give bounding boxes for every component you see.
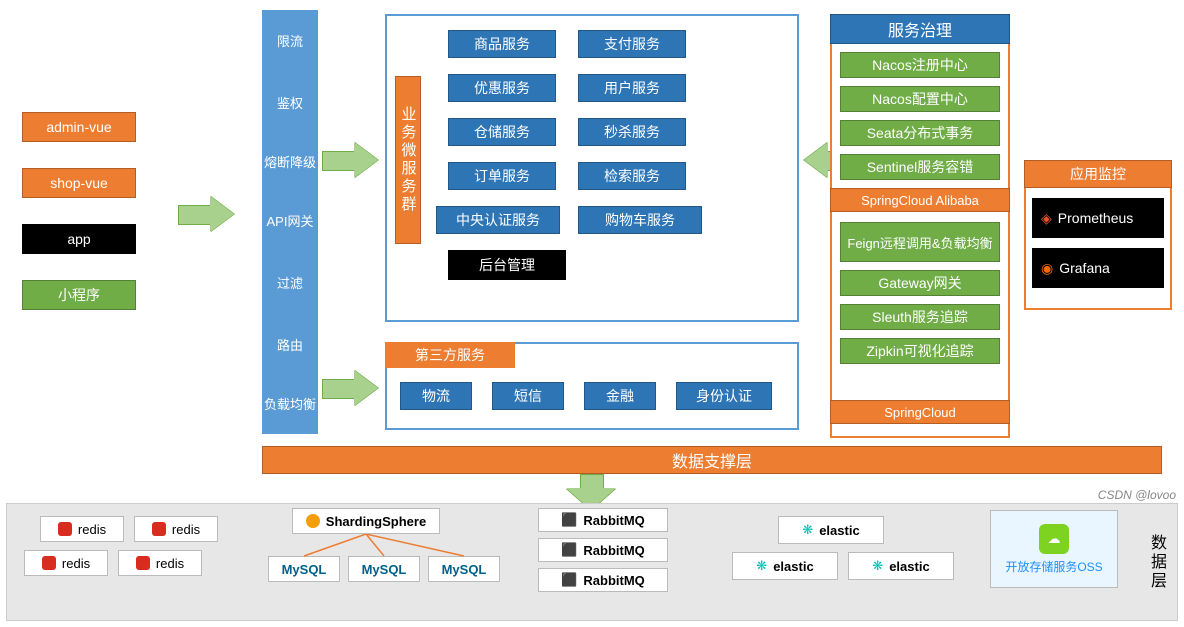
gov-item: Sentinel服务容错 <box>840 154 1000 180</box>
redis-chip: redis <box>40 516 124 542</box>
gov-item: Seata分布式事务 <box>840 120 1000 146</box>
elastic-label: elastic <box>773 559 813 574</box>
redis-chip: redis <box>134 516 218 542</box>
redis-icon <box>42 556 56 570</box>
arrow-gateway-to-biz <box>322 142 382 178</box>
grafana-chip: ◉ Grafana <box>1032 248 1164 288</box>
gw-item: 鉴权 <box>277 93 303 112</box>
elastic-chip: ❋ elastic <box>732 552 838 580</box>
sharding-icon <box>306 514 320 528</box>
sharding-label: ShardingSphere <box>326 514 426 529</box>
redis-label: redis <box>156 556 184 571</box>
rabbit-label: RabbitMQ <box>583 573 644 588</box>
api-gateway-labels: 限流 鉴权 熔断降级 API网关 过滤 路由 负载均衡 <box>262 10 318 434</box>
redis-icon <box>136 556 150 570</box>
biz-vtitle: 业务微服务群 <box>395 76 421 244</box>
svc: 商品服务 <box>448 30 556 58</box>
mysql-chip: MySQL <box>348 556 420 582</box>
gov-group1-title: SpringCloud Alibaba <box>830 188 1010 212</box>
svc: 中央认证服务 <box>436 206 560 234</box>
svc: 购物车服务 <box>578 206 702 234</box>
arrow-gateway-to-third <box>322 370 382 406</box>
tp-item: 短信 <box>492 382 564 410</box>
rabbit-icon: ⬛ <box>561 572 577 588</box>
prometheus-chip: ◈ Prometheus <box>1032 198 1164 238</box>
tp-item: 身份认证 <box>676 382 772 410</box>
redis-label: redis <box>78 522 106 537</box>
redis-chip: redis <box>118 550 202 576</box>
elastic-chip: ❋ elastic <box>848 552 954 580</box>
svc: 仓储服务 <box>448 118 556 146</box>
monitor-title: 应用监控 <box>1024 160 1172 188</box>
backend-mgmt: 后台管理 <box>448 250 566 280</box>
gw-item: API网关 <box>267 214 314 231</box>
gov-item: Gateway网关 <box>840 270 1000 296</box>
svc: 检索服务 <box>578 162 686 190</box>
redis-label: redis <box>62 556 90 571</box>
elastic-label: elastic <box>819 523 859 538</box>
mysql-chip: MySQL <box>428 556 500 582</box>
gw-item: 熔断降级 <box>264 155 316 171</box>
sharding-connectors <box>268 534 500 558</box>
elastic-icon: ❋ <box>756 558 767 574</box>
grafana-icon: ◉ <box>1041 260 1053 277</box>
gw-item: 负载均衡 <box>264 397 316 413</box>
client-app: app <box>22 224 136 254</box>
gw-item: 限流 <box>277 31 303 50</box>
arrow-clients-to-gateway <box>178 196 238 232</box>
mysql-label: MySQL <box>282 562 327 577</box>
mysql-label: MySQL <box>442 562 487 577</box>
sharding-chip: ShardingSphere <box>292 508 440 534</box>
gw-item: 路由 <box>277 335 303 354</box>
gov-item: Zipkin可视化追踪 <box>840 338 1000 364</box>
data-layer-vtitle: 数据层 <box>1142 511 1170 613</box>
prometheus-icon: ◈ <box>1041 210 1052 227</box>
redis-label: redis <box>172 522 200 537</box>
mysql-label: MySQL <box>362 562 407 577</box>
tp-item: 金融 <box>584 382 656 410</box>
rabbit-icon: ⬛ <box>561 542 577 558</box>
oss-chip: ☁ 开放存储服务OSS <box>990 510 1118 588</box>
data-support-title: 数据支撑层 <box>262 446 1162 474</box>
watermark: CSDN @lovoo <box>1098 488 1176 502</box>
rabbit-chip: ⬛ RabbitMQ <box>538 508 668 532</box>
svc: 优惠服务 <box>448 74 556 102</box>
rabbit-label: RabbitMQ <box>583 513 644 528</box>
mysql-chip: MySQL <box>268 556 340 582</box>
svc: 订单服务 <box>448 162 556 190</box>
gw-item: 过滤 <box>277 273 303 292</box>
third-party-title: 第三方服务 <box>385 342 515 368</box>
elastic-icon: ❋ <box>802 522 813 538</box>
redis-icon <box>58 522 72 536</box>
gov-item: Sleuth服务追踪 <box>840 304 1000 330</box>
redis-chip: redis <box>24 550 108 576</box>
elastic-chip: ❋ elastic <box>778 516 884 544</box>
client-admin-vue: admin-vue <box>22 112 136 142</box>
gov-group2-title: SpringCloud <box>830 400 1010 424</box>
rabbit-chip: ⬛ RabbitMQ <box>538 568 668 592</box>
svc: 秒杀服务 <box>578 118 686 146</box>
client-shop-vue: shop-vue <box>22 168 136 198</box>
svc: 支付服务 <box>578 30 686 58</box>
elastic-label: elastic <box>889 559 929 574</box>
client-miniprogram: 小程序 <box>22 280 136 310</box>
rabbit-chip: ⬛ RabbitMQ <box>538 538 668 562</box>
rabbit-label: RabbitMQ <box>583 543 644 558</box>
prometheus-label: Prometheus <box>1058 210 1133 226</box>
gov-item: Feign远程调用&负载均衡 <box>840 222 1000 262</box>
svc: 用户服务 <box>578 74 686 102</box>
grafana-label: Grafana <box>1059 260 1110 276</box>
governance-title: 服务治理 <box>830 14 1010 44</box>
oss-icon: ☁ <box>1039 524 1069 554</box>
oss-label: 开放存储服务OSS <box>1005 558 1102 575</box>
gov-item: Nacos配置中心 <box>840 86 1000 112</box>
elastic-icon: ❋ <box>872 558 883 574</box>
redis-icon <box>152 522 166 536</box>
rabbit-icon: ⬛ <box>561 512 577 528</box>
tp-item: 物流 <box>400 382 472 410</box>
gov-item: Nacos注册中心 <box>840 52 1000 78</box>
